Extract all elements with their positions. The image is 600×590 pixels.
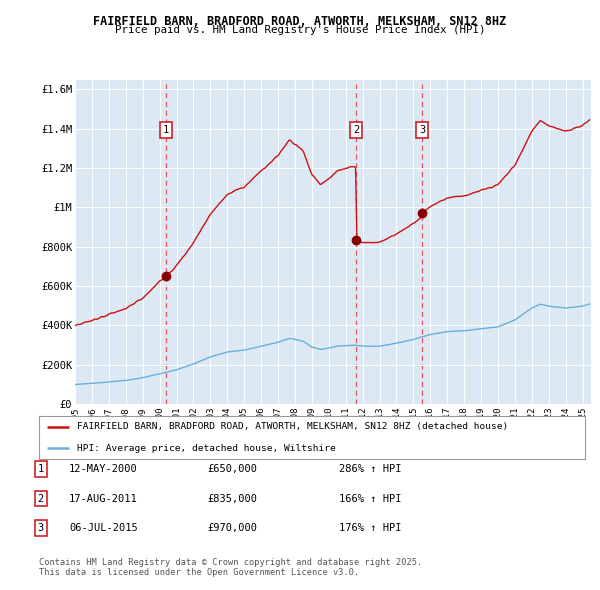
Text: 17-AUG-2011: 17-AUG-2011 <box>69 494 138 503</box>
Text: 3: 3 <box>38 523 44 533</box>
Text: 1: 1 <box>163 125 169 135</box>
Text: 286% ↑ HPI: 286% ↑ HPI <box>339 464 401 474</box>
Text: £970,000: £970,000 <box>207 523 257 533</box>
Text: FAIRFIELD BARN, BRADFORD ROAD, ATWORTH, MELKSHAM, SN12 8HZ (detached house): FAIRFIELD BARN, BRADFORD ROAD, ATWORTH, … <box>77 422 508 431</box>
Text: FAIRFIELD BARN, BRADFORD ROAD, ATWORTH, MELKSHAM, SN12 8HZ: FAIRFIELD BARN, BRADFORD ROAD, ATWORTH, … <box>94 15 506 28</box>
Text: 12-MAY-2000: 12-MAY-2000 <box>69 464 138 474</box>
Text: 06-JUL-2015: 06-JUL-2015 <box>69 523 138 533</box>
Text: HPI: Average price, detached house, Wiltshire: HPI: Average price, detached house, Wilt… <box>77 444 336 453</box>
Text: Price paid vs. HM Land Registry's House Price Index (HPI): Price paid vs. HM Land Registry's House … <box>115 25 485 35</box>
Text: 1: 1 <box>38 464 44 474</box>
Text: 2: 2 <box>353 125 359 135</box>
Text: 166% ↑ HPI: 166% ↑ HPI <box>339 494 401 503</box>
Text: 3: 3 <box>419 125 425 135</box>
Text: 176% ↑ HPI: 176% ↑ HPI <box>339 523 401 533</box>
Text: Contains HM Land Registry data © Crown copyright and database right 2025.
This d: Contains HM Land Registry data © Crown c… <box>39 558 422 577</box>
Text: £650,000: £650,000 <box>207 464 257 474</box>
Text: 2: 2 <box>38 494 44 503</box>
Text: £835,000: £835,000 <box>207 494 257 503</box>
